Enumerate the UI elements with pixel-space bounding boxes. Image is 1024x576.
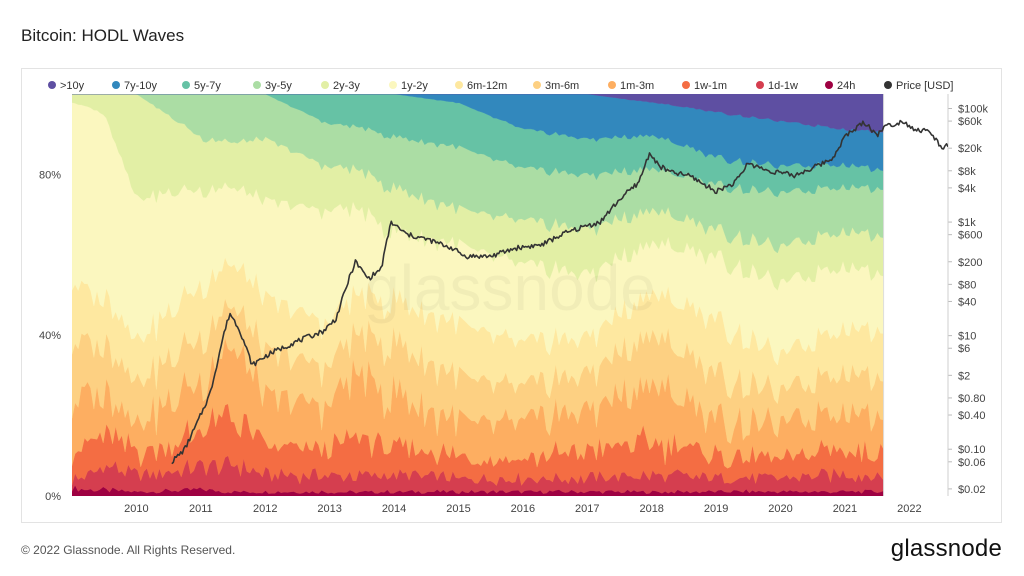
y-right-tick: $1k (958, 217, 976, 229)
x-tick: 2011 (189, 503, 213, 515)
x-tick: 2018 (639, 503, 663, 515)
legend-swatch (608, 81, 616, 89)
legend-swatch (321, 81, 329, 89)
glassnode-logo[interactable]: glassnode (890, 535, 1002, 562)
y-axis-left: 0% 40% 80% (39, 169, 61, 503)
legend-item-3y-5y[interactable]: 3y-5y (253, 80, 292, 92)
legend-item-3m-6m[interactable]: 3m-6m (533, 80, 579, 92)
y-right-tick: $0.06 (958, 457, 986, 469)
y-right-tick: $0.80 (958, 393, 986, 405)
legend-item-1d-1w[interactable]: 1d-1w (756, 80, 798, 92)
legend-label: 1y-2y (401, 80, 428, 92)
legend-item-1y-2y[interactable]: 1y-2y (389, 80, 428, 92)
x-tick: 2022 (897, 503, 921, 515)
x-tick: 2017 (575, 503, 599, 515)
legend-label: 1d-1w (768, 80, 798, 92)
legend-item-6m-12m[interactable]: 6m-12m (455, 80, 507, 92)
legend-item-5y-7y[interactable]: 5y-7y (182, 80, 221, 92)
y-right-tick: $4k (958, 183, 976, 195)
price-series (171, 119, 948, 465)
legend-label: 7y-10y (124, 80, 158, 92)
legend-item-24h[interactable]: 24h (825, 80, 855, 92)
chart-legend: >10y 7y-10y 5y-7y 3y-5y 2y-3y 1y-2y 6m-12m 3m-6… (48, 80, 953, 92)
price-line (171, 119, 948, 465)
copyright-footer: © 2022 Glassnode. All Rights Reserved. (21, 543, 236, 557)
legend-label: 1m-3m (620, 80, 654, 92)
legend-label: 24h (837, 80, 855, 92)
y-right-tick: $6 (958, 343, 970, 355)
legend-label: 3y-5y (265, 80, 292, 92)
legend-swatch (112, 81, 120, 89)
y-left-tick: 0% (45, 491, 61, 503)
legend-swatch (533, 81, 541, 89)
y-right-tick: $0.40 (958, 410, 986, 422)
x-tick: 2016 (511, 503, 535, 515)
stacked-areas (72, 94, 948, 496)
legend-label: 3m-6m (545, 80, 579, 92)
legend-label: 1w-1m (694, 80, 727, 92)
y-right-tick: $0.02 (958, 484, 986, 496)
y-right-tick: $0.10 (958, 444, 986, 456)
legend-item-1m-3m[interactable]: 1m-3m (608, 80, 654, 92)
future-region (883, 94, 948, 496)
x-tick: 2012 (253, 503, 277, 515)
watermark: glassnode (364, 252, 656, 324)
legend-swatch (253, 81, 261, 89)
x-tick: 2021 (833, 503, 857, 515)
legend-label: Price [USD] (896, 80, 953, 92)
chart-frame (21, 68, 1002, 523)
y-right-tick: $8k (958, 166, 976, 178)
x-tick: 2013 (317, 503, 341, 515)
legend-label: 6m-12m (467, 80, 507, 92)
legend-swatch (389, 81, 397, 89)
y-left-tick: 40% (39, 330, 61, 342)
x-tick: 2015 (446, 503, 470, 515)
legend-swatch (48, 81, 56, 89)
y-right-tick: $600 (958, 230, 982, 242)
legend-item-7y-10y[interactable]: 7y-10y (112, 80, 158, 92)
x-tick: 2019 (704, 503, 728, 515)
y-right-tick: $2 (958, 370, 970, 382)
y-right-tick: $20k (958, 143, 982, 155)
legend-swatch (825, 81, 833, 89)
legend-label: 5y-7y (194, 80, 221, 92)
y-right-tick: $200 (958, 257, 982, 269)
x-axis: 2010 2011 2012 2013 2014 2015 2016 2017 2018 2019… (124, 503, 921, 515)
y-right-tick: $10 (958, 331, 976, 343)
legend-swatch (756, 81, 764, 89)
y-right-tick: $80 (958, 279, 976, 291)
y-left-tick: 80% (39, 169, 61, 181)
legend-swatch (682, 81, 690, 89)
legend-item-2y-3y[interactable]: 2y-3y (321, 80, 360, 92)
y-axis-right: $100k$60k$20k$8k$4k$1k$600$200$80$40$10$… (948, 103, 988, 496)
legend-swatch (884, 81, 892, 89)
legend-label: 2y-3y (333, 80, 360, 92)
y-right-tick: $60k (958, 116, 982, 128)
page-title: Bitcoin: HODL Waves (21, 26, 185, 45)
legend-item-10y[interactable]: >10y (48, 80, 85, 92)
x-tick: 2010 (124, 503, 148, 515)
x-tick: 2014 (382, 503, 406, 515)
legend-swatch (182, 81, 190, 89)
legend-item-price-usd[interactable]: Price [USD] (884, 80, 953, 92)
y-right-tick: $40 (958, 296, 976, 308)
legend-item-1w-1m[interactable]: 1w-1m (682, 80, 727, 92)
legend-label: >10y (60, 80, 85, 92)
y-right-tick: $100k (958, 103, 988, 115)
x-tick: 2020 (768, 503, 792, 515)
legend-swatch (455, 81, 463, 89)
